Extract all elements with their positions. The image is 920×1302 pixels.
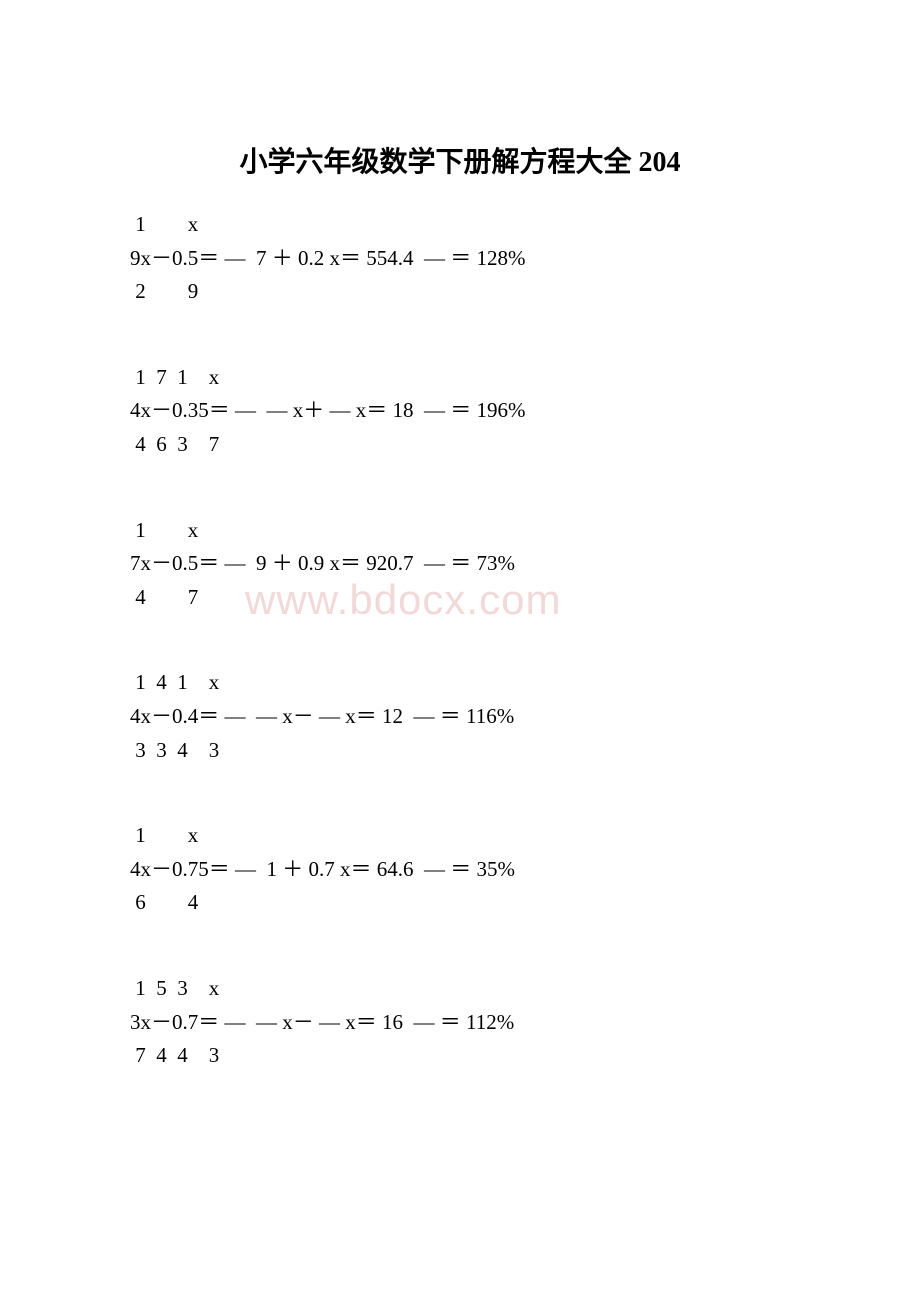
page-content: 小学六年级数学下册解方程大全 204 1 x 9x－0.5＝ — 7 ＋ 0.2…	[130, 140, 790, 1073]
problem-group-5: 1 x 4x－0.75＝ — 1 ＋ 0.7 x＝ 64.6 — ＝ 35% 6…	[130, 819, 790, 920]
problem-group-3: 1 x 7x－0.5＝ — 9 ＋ 0.9 x＝ 920.7 — ＝ 73% 4…	[130, 514, 790, 615]
problem-group-1: 1 x 9x－0.5＝ — 7 ＋ 0.2 x＝ 554.4 — ＝ 128% …	[130, 208, 790, 309]
problem-top-line: 1 5 3 x	[130, 972, 790, 1006]
page-title: 小学六年级数学下册解方程大全 204	[130, 140, 790, 180]
problem-top-line: 1 x	[130, 514, 790, 548]
problem-top-line: 1 7 1 x	[130, 361, 790, 395]
problem-mid-line: 3x－0.7＝ — — x－ — x＝ 16 — ＝ 112%	[130, 1006, 790, 1040]
problem-bot-line: 7 4 4 3	[130, 1039, 790, 1073]
problem-bot-line: 4 7	[130, 581, 790, 615]
problem-group-6: 1 5 3 x 3x－0.7＝ — — x－ — x＝ 16 — ＝ 112% …	[130, 972, 790, 1073]
problem-group-2: 1 7 1 x 4x－0.35＝ — — x＋ — x＝ 18 — ＝ 196%…	[130, 361, 790, 462]
problem-top-line: 1 4 1 x	[130, 666, 790, 700]
problem-mid-line: 4x－0.35＝ — — x＋ — x＝ 18 — ＝ 196%	[130, 394, 790, 428]
problem-mid-line: 4x－0.75＝ — 1 ＋ 0.7 x＝ 64.6 — ＝ 35%	[130, 853, 790, 887]
problem-mid-line: 7x－0.5＝ — 9 ＋ 0.9 x＝ 920.7 — ＝ 73%	[130, 547, 790, 581]
problem-bot-line: 4 6 3 7	[130, 428, 790, 462]
problem-mid-line: 4x－0.4＝ — — x－ — x＝ 12 — ＝ 116%	[130, 700, 790, 734]
problem-bot-line: 3 3 4 3	[130, 734, 790, 768]
problem-top-line: 1 x	[130, 819, 790, 853]
problem-bot-line: 6 4	[130, 886, 790, 920]
problem-bot-line: 2 9	[130, 275, 790, 309]
problem-top-line: 1 x	[130, 208, 790, 242]
problem-group-4: 1 4 1 x 4x－0.4＝ — — x－ — x＝ 12 — ＝ 116% …	[130, 666, 790, 767]
problem-mid-line: 9x－0.5＝ — 7 ＋ 0.2 x＝ 554.4 — ＝ 128%	[130, 242, 790, 276]
